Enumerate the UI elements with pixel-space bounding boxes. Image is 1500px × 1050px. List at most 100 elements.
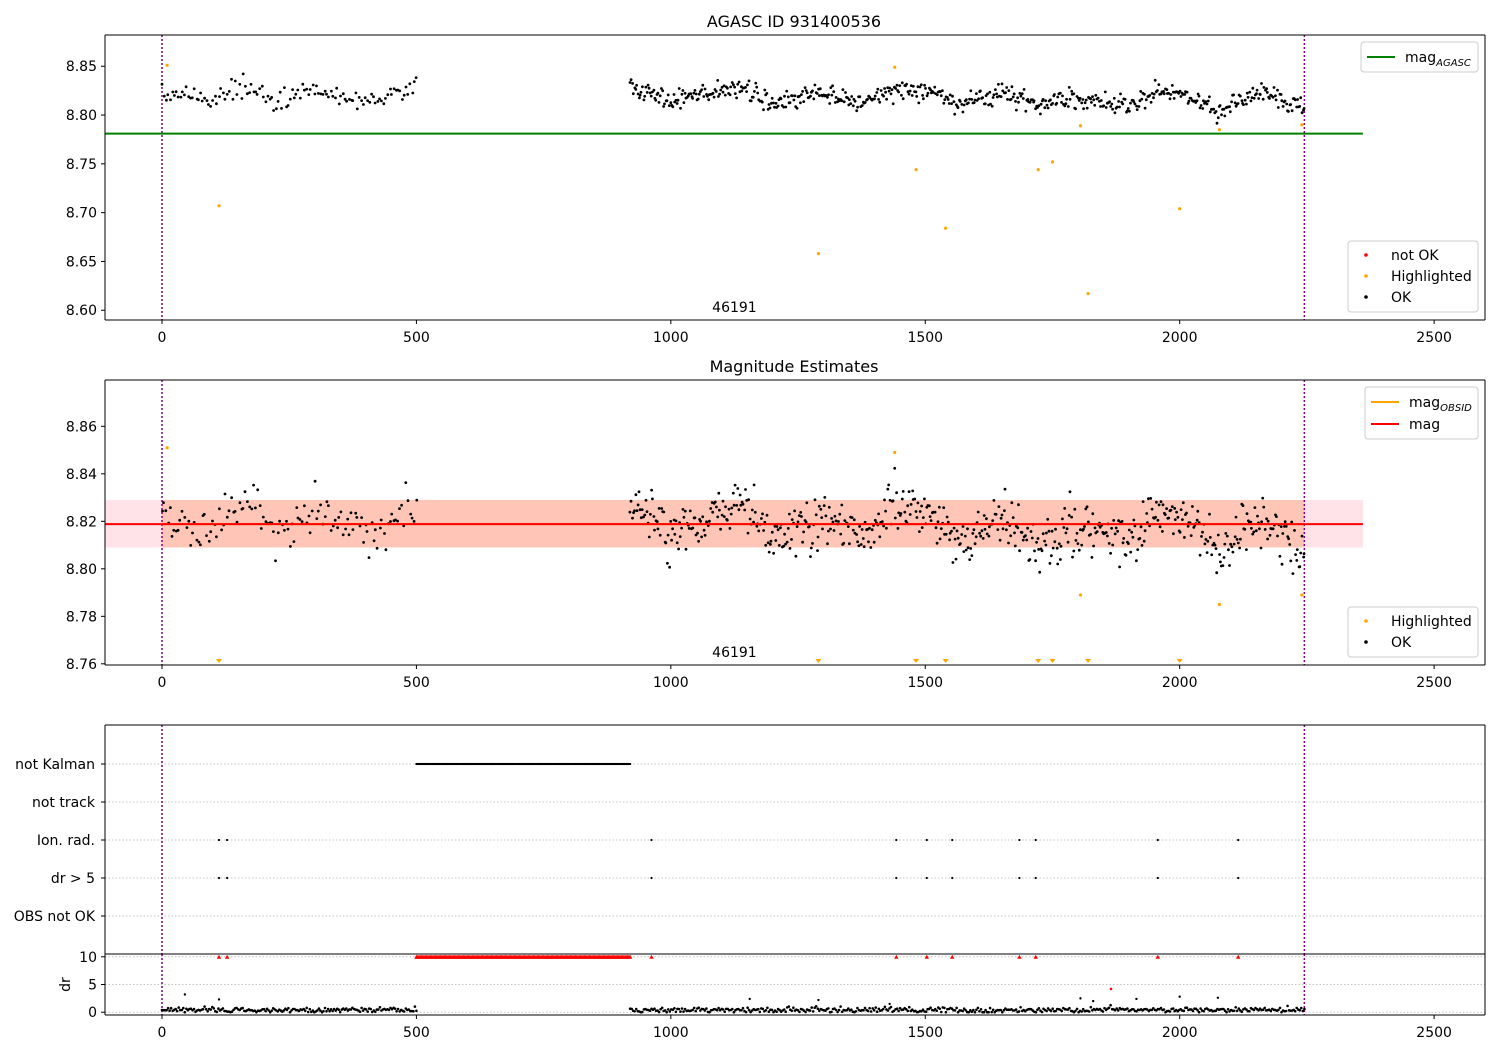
p2-ok-point (1295, 559, 1299, 562)
p1-ok-point (878, 100, 882, 104)
p2-ok-point (379, 526, 382, 530)
p1-ok-point (1223, 114, 1227, 118)
p2-ok-point (355, 516, 359, 519)
p2-ok-point (313, 479, 317, 483)
p4-dr-point (1286, 1004, 1289, 1008)
p2-ok-point (839, 532, 843, 536)
p1-ok-point (921, 94, 924, 97)
p4-dr-point (1222, 1007, 1225, 1011)
p2-legend-label: Highlighted (1391, 614, 1472, 630)
p2-ok-point (1046, 517, 1050, 521)
p1-ok-point (301, 82, 305, 86)
p1-ok-point (1140, 97, 1144, 101)
p2-ok-point (390, 512, 394, 516)
p1-ok-point (180, 90, 184, 94)
p2-ok-point (1170, 505, 1174, 508)
p1-ok-point (200, 99, 204, 103)
p1-ok-point (813, 83, 817, 87)
p1-ok-point (975, 92, 978, 95)
p1-ok-point (1296, 98, 1299, 101)
p2-ok-point (736, 487, 740, 490)
p3-flag-point (895, 838, 898, 842)
p1-ok-point (667, 104, 671, 107)
p2-ok-point (172, 528, 176, 532)
p1-ok-point (1196, 92, 1200, 96)
p1-ok-point (830, 93, 834, 97)
p1-legend-label: OK (1391, 290, 1412, 306)
p2-ok-point (776, 528, 780, 532)
p4-dr-point (326, 1007, 330, 1011)
p1-ok-point (842, 100, 846, 104)
p2-ok-point (809, 555, 812, 558)
p1-ok-point (933, 85, 937, 89)
p2-ok-point (1001, 527, 1005, 531)
p1-ok-point (1113, 111, 1117, 115)
p1-ok-point (986, 92, 989, 96)
p4-dr-outlier-point (183, 993, 187, 996)
p1-ok-point (1280, 99, 1284, 103)
p1-ok-point (772, 101, 775, 105)
p2-ok-point (1150, 507, 1154, 511)
p2-ok-point (715, 505, 718, 509)
p1-ok-point (803, 86, 807, 89)
p4-dr-point (830, 1010, 833, 1014)
p1-ok-point (805, 91, 809, 95)
p1-ok-point (1132, 100, 1136, 104)
p1-ok-point (315, 84, 318, 88)
p4-dr-point (744, 1010, 748, 1014)
p4-ylabel: dr (58, 977, 74, 992)
p2-ok-point (1026, 526, 1029, 530)
p4-dr-point (810, 1006, 813, 1009)
p4-dr-point (319, 1009, 322, 1012)
p3-flag-point (226, 876, 229, 880)
p1-ok-point (1187, 99, 1191, 103)
p1-ok-point (1126, 107, 1130, 110)
p2-ok-point (855, 533, 858, 536)
p1-ok-point (1274, 98, 1278, 102)
p2-ok-point (878, 535, 882, 539)
p1-ok-point (218, 95, 221, 98)
p2-ok-point (1113, 532, 1117, 536)
p1-ok-point (658, 94, 662, 98)
p1-xtick-label: 2500 (1416, 330, 1452, 346)
p2-ok-point (753, 510, 757, 514)
p2-ok-point (1161, 503, 1165, 507)
p1-ok-point (671, 105, 675, 109)
p4-dr-point (306, 1010, 310, 1014)
p2-ok-point (1203, 542, 1207, 546)
p2-ok-point (906, 504, 910, 508)
p1-ok-point (1015, 108, 1018, 112)
p2-ok-point (1095, 530, 1099, 533)
p4-dr-point (982, 1010, 986, 1014)
p1-ok-point (205, 99, 209, 102)
p2-ok-point (1178, 530, 1182, 534)
p2-ok-point (1154, 515, 1157, 519)
p1-ok-point (811, 89, 814, 93)
p2-ok-point (664, 541, 668, 545)
p1-ok-point (291, 88, 294, 91)
p4-dr-point (1240, 1010, 1244, 1014)
p4-dr-point (175, 1009, 179, 1013)
p1-ok-point (946, 98, 950, 101)
p1-ok-point (818, 94, 821, 97)
p1-ok-point (380, 99, 383, 103)
p4-dr-point (663, 1009, 667, 1012)
p4-dr-point (1001, 1010, 1004, 1014)
p4-dr-point (740, 1009, 743, 1012)
p2-ok-point (1010, 501, 1014, 505)
p3-flag-point (1018, 838, 1021, 842)
p2-ok-point (202, 512, 206, 516)
p1-ok-point (1149, 100, 1153, 104)
p2-ok-point (888, 498, 892, 502)
p2-ok-point (246, 500, 249, 503)
p2-ok-point (285, 519, 288, 523)
p4-dr-point (1171, 1007, 1175, 1010)
p1-ok-point (875, 91, 879, 94)
p1-ok-point (697, 92, 701, 96)
p1-ok-point (222, 91, 225, 95)
p1-ok-point (1078, 96, 1082, 100)
p1-ok-point (1051, 102, 1054, 105)
p4-dr-point (717, 1006, 720, 1010)
p2-ok-point (375, 546, 379, 550)
p1-ok-point (1099, 105, 1102, 108)
